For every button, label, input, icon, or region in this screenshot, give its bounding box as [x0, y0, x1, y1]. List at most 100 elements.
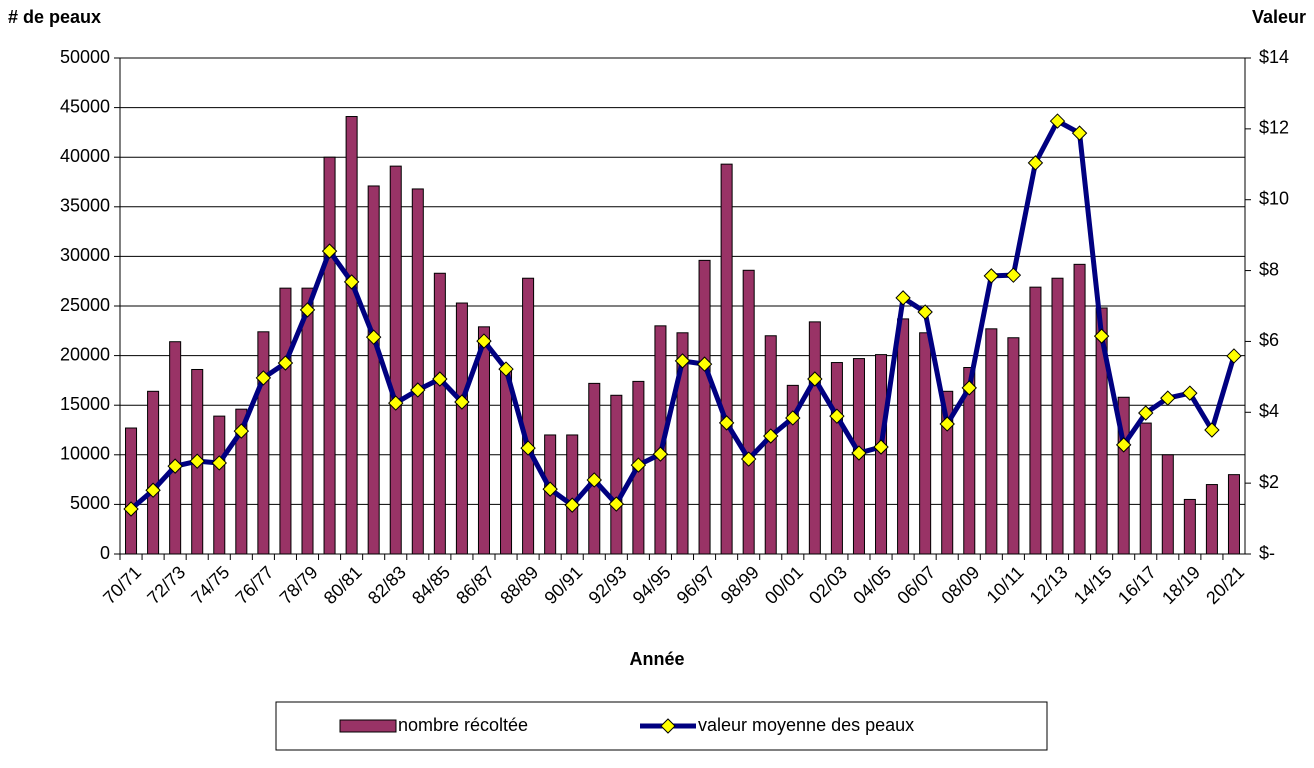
- bar: [566, 434, 579, 555]
- x-tick-label: 70/71: [99, 562, 145, 608]
- bar: [1073, 263, 1086, 555]
- x-tick-label: 88/89: [496, 562, 542, 608]
- x-tick-label: 18/19: [1158, 562, 1204, 608]
- y2-tick-label: $-: [1259, 543, 1275, 563]
- bar: [301, 287, 314, 555]
- legend-label: nombre récoltée: [398, 715, 528, 735]
- bar: [742, 269, 755, 555]
- marker: [1115, 437, 1132, 453]
- y-tick-label: 5000: [70, 493, 110, 513]
- y-tick-label: 10000: [60, 444, 110, 464]
- x-tick-label: 90/91: [540, 562, 586, 608]
- legend-label: valeur moyenne des peaux: [698, 715, 914, 735]
- bar: [411, 188, 424, 555]
- bar: [1139, 422, 1152, 555]
- marker: [851, 445, 867, 461]
- y-tick-label: 35000: [60, 196, 110, 216]
- y2-tick-label: $6: [1259, 330, 1279, 350]
- y-tick-label: 50000: [60, 47, 110, 67]
- bar: [455, 302, 468, 555]
- bar: [1051, 277, 1064, 555]
- bar: [125, 427, 138, 555]
- marker: [1182, 385, 1198, 401]
- bar: [1095, 307, 1108, 555]
- y2-tick-label: $4: [1259, 401, 1279, 421]
- marker: [520, 440, 536, 456]
- marker: [763, 428, 779, 444]
- bar: [764, 335, 777, 555]
- marker: [674, 353, 691, 369]
- y-tick-label: 45000: [60, 96, 110, 116]
- y-tick-label: 0: [100, 543, 110, 563]
- marker: [740, 451, 757, 467]
- marker: [564, 497, 580, 513]
- marker: [829, 408, 845, 424]
- x-tick-label: 20/21: [1202, 562, 1248, 608]
- x-tick-label: 86/87: [452, 562, 498, 608]
- marker: [255, 370, 272, 386]
- bar: [1227, 474, 1240, 555]
- bar: [1161, 454, 1174, 555]
- x-tick-label: 82/83: [364, 562, 410, 608]
- x-tick-label: 02/03: [805, 562, 851, 608]
- marker: [410, 382, 426, 398]
- x-tick-label: 10/11: [983, 562, 1028, 607]
- y-tick-label: 15000: [60, 394, 110, 414]
- bar: [1029, 286, 1042, 555]
- marker: [652, 446, 669, 462]
- marker: [1226, 348, 1242, 364]
- marker: [498, 361, 514, 377]
- bar: [1183, 498, 1196, 555]
- marker: [718, 415, 735, 431]
- bar: [830, 362, 843, 555]
- bar: [147, 390, 160, 555]
- x-tick-label: 16/17: [1114, 562, 1160, 608]
- marker: [630, 457, 647, 473]
- marker: [586, 472, 602, 488]
- marker: [167, 458, 183, 474]
- marker: [1204, 422, 1220, 438]
- legend-marker: [660, 718, 676, 734]
- x-tick-label: 98/99: [717, 562, 763, 608]
- x-tick-label: 04/05: [849, 562, 895, 608]
- bar: [1205, 484, 1218, 555]
- marker: [1138, 405, 1154, 421]
- marker: [1005, 267, 1022, 283]
- marker: [432, 371, 448, 387]
- marker: [961, 380, 977, 396]
- marker: [983, 268, 1000, 284]
- y-tick-label: 40000: [60, 146, 110, 166]
- bar: [367, 185, 380, 555]
- x-tick-label: 78/79: [276, 562, 322, 608]
- marker: [895, 290, 911, 306]
- marker: [145, 482, 161, 498]
- bar: [389, 165, 402, 555]
- marker: [542, 481, 558, 497]
- bar: [610, 394, 623, 555]
- bar: [808, 321, 821, 555]
- x-tick-label: 14/15: [1070, 562, 1116, 608]
- bar: [345, 116, 358, 555]
- bar: [588, 382, 601, 555]
- x-tick-label: 74/75: [187, 562, 233, 608]
- x-tick-label: 80/81: [320, 562, 366, 608]
- bar: [1007, 337, 1020, 555]
- marker: [1049, 113, 1066, 129]
- bar: [323, 156, 336, 555]
- bar: [897, 318, 910, 555]
- x-axis-title: Année: [629, 649, 684, 669]
- x-tick-label: 06/07: [893, 562, 939, 608]
- legend-swatch: [339, 719, 397, 733]
- marker: [454, 394, 470, 410]
- bar: [257, 331, 270, 555]
- marker: [211, 455, 227, 471]
- marker: [917, 304, 933, 320]
- marker: [233, 423, 250, 439]
- marker: [277, 355, 294, 371]
- x-tick-label: 08/09: [937, 562, 983, 608]
- bar: [720, 163, 733, 555]
- bar: [786, 384, 799, 555]
- x-tick-label: 72/73: [143, 562, 189, 608]
- marker: [365, 329, 382, 345]
